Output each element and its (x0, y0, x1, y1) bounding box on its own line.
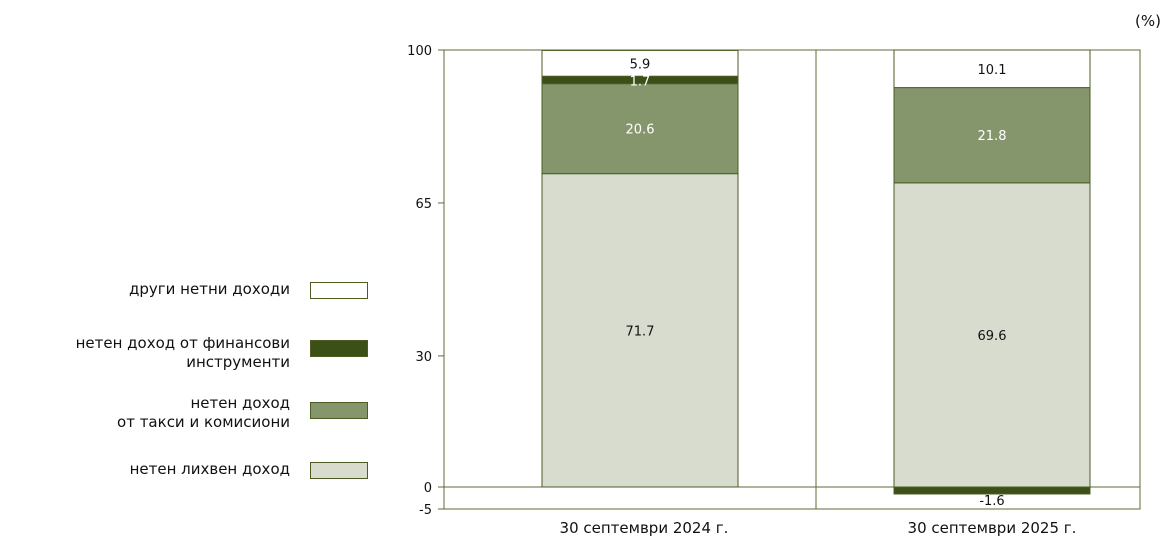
bar-segment (893, 87, 1091, 184)
data-label: -1.6 (979, 494, 1004, 509)
legend-swatch-net-interest (310, 462, 368, 479)
legend-swatch-fees-commissions (310, 402, 368, 419)
data-label: 21.8 (978, 129, 1007, 144)
data-label: 69.6 (978, 329, 1007, 344)
legend-label-fees-commissions: нетен доход от такси и комисиони (117, 394, 290, 431)
y-tick-label: 0 (424, 481, 432, 496)
y-tick-label: 65 (415, 197, 432, 212)
y-tick-label: 100 (407, 44, 432, 59)
data-label: 10.1 (978, 63, 1007, 78)
data-label: 5.9 (630, 57, 651, 72)
data-label: 71.7 (626, 324, 655, 339)
legend-label-financial-instruments: нетен доход от финансови инструменти (75, 334, 290, 371)
y-tick-label: -5 (419, 503, 432, 518)
legend-swatch-other-income (310, 282, 368, 299)
y-tick-label: 30 (415, 350, 432, 365)
data-label: 1.7 (630, 75, 651, 90)
legend-label-net-interest: нетен лихвен доход (129, 460, 290, 478)
legend-label-other-income: други нетни доходи (129, 280, 290, 298)
bar-segment (541, 49, 739, 77)
bar-segment (893, 486, 1091, 495)
legend-swatch-financial-instruments (310, 340, 368, 357)
unit-label: (%) (1135, 12, 1161, 30)
category-label: 30 септември 2025 г. (908, 519, 1077, 537)
category-label: 30 септември 2024 г. (560, 519, 729, 537)
data-label: 20.6 (626, 123, 655, 138)
bar-segment (541, 173, 739, 488)
bar-segment (893, 49, 1091, 89)
bar-segment (541, 83, 739, 175)
plot-frame (443, 49, 1141, 510)
